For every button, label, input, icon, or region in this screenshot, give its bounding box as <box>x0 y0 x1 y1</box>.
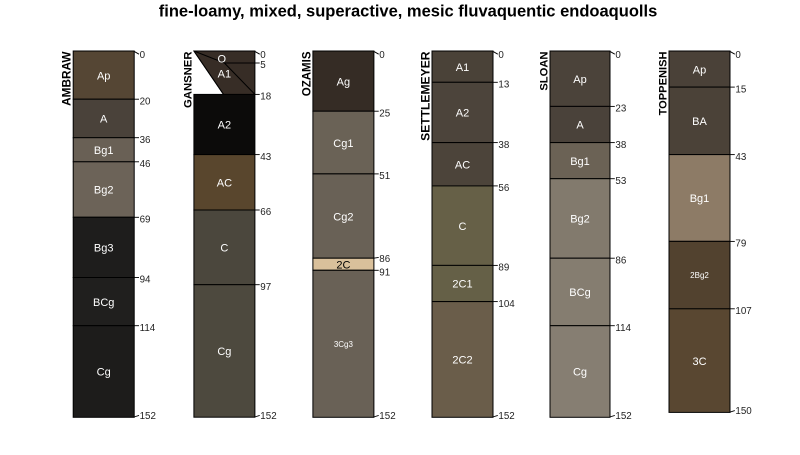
svg-text:C: C <box>459 221 467 233</box>
svg-text:152: 152 <box>615 411 631 422</box>
svg-text:Cg: Cg <box>217 346 231 358</box>
svg-text:3Cg3: 3Cg3 <box>334 340 354 349</box>
svg-text:Cg1: Cg1 <box>333 138 353 150</box>
svg-text:2C2: 2C2 <box>452 355 472 367</box>
svg-text:AMBRAW: AMBRAW <box>60 51 74 106</box>
svg-text:114: 114 <box>140 323 156 334</box>
svg-text:Cg: Cg <box>97 367 111 379</box>
svg-text:A1: A1 <box>456 62 469 74</box>
svg-text:114: 114 <box>615 323 631 334</box>
svg-text:46: 46 <box>140 159 151 170</box>
svg-text:A: A <box>100 114 108 126</box>
svg-text:BCg: BCg <box>93 297 114 309</box>
svg-text:3C: 3C <box>692 356 706 368</box>
svg-text:152: 152 <box>498 411 514 422</box>
svg-text:20: 20 <box>140 96 151 107</box>
svg-text:Ap: Ap <box>573 74 586 86</box>
svg-text:2C1: 2C1 <box>452 279 472 291</box>
svg-text:Cg: Cg <box>573 367 587 379</box>
svg-text:56: 56 <box>498 183 509 194</box>
svg-text:15: 15 <box>735 84 746 95</box>
svg-text:A: A <box>576 120 584 132</box>
svg-text:Ap: Ap <box>693 64 706 76</box>
svg-text:152: 152 <box>379 411 395 422</box>
svg-text:25: 25 <box>379 108 390 119</box>
svg-text:23: 23 <box>615 104 626 115</box>
svg-text:SETTLEMEYER: SETTLEMEYER <box>419 51 433 141</box>
svg-text:Bg1: Bg1 <box>690 193 710 205</box>
svg-text:89: 89 <box>498 263 509 274</box>
svg-text:fine-loamy, mixed, superactive: fine-loamy, mixed, superactive, mesic fl… <box>159 2 658 20</box>
svg-text:0: 0 <box>615 50 621 61</box>
svg-text:TOPPENISH: TOPPENISH <box>658 52 670 116</box>
svg-text:GANSNER: GANSNER <box>182 52 194 109</box>
svg-text:BCg: BCg <box>569 287 590 299</box>
svg-text:66: 66 <box>260 207 271 218</box>
svg-text:A2: A2 <box>456 108 469 120</box>
svg-text:2Bg2: 2Bg2 <box>690 271 709 280</box>
svg-text:AC: AC <box>217 178 232 190</box>
svg-text:150: 150 <box>735 406 752 417</box>
svg-text:18: 18 <box>260 92 271 103</box>
svg-text:97: 97 <box>260 282 271 293</box>
svg-text:152: 152 <box>260 411 276 422</box>
svg-text:86: 86 <box>615 255 626 266</box>
svg-text:0: 0 <box>498 50 504 61</box>
svg-text:104: 104 <box>498 299 515 310</box>
svg-text:79: 79 <box>735 239 746 250</box>
svg-text:5: 5 <box>260 60 266 71</box>
svg-text:Bg2: Bg2 <box>94 185 114 197</box>
svg-text:43: 43 <box>735 152 746 163</box>
svg-text:0: 0 <box>260 50 266 61</box>
svg-text:0: 0 <box>735 50 741 61</box>
svg-text:A2: A2 <box>218 120 231 132</box>
svg-text:Bg3: Bg3 <box>94 243 114 255</box>
svg-text:69: 69 <box>140 215 151 226</box>
svg-text:13: 13 <box>498 80 509 91</box>
svg-text:0: 0 <box>379 50 385 61</box>
svg-text:OZAMIS: OZAMIS <box>301 51 313 96</box>
svg-text:Ag: Ag <box>337 76 350 88</box>
svg-text:152: 152 <box>140 411 156 422</box>
svg-text:Cg2: Cg2 <box>333 211 353 223</box>
svg-text:107: 107 <box>735 306 751 317</box>
svg-text:86: 86 <box>379 254 390 265</box>
svg-text:O: O <box>218 53 227 65</box>
svg-text:Bg2: Bg2 <box>570 214 590 226</box>
svg-text:SLOAN: SLOAN <box>539 52 551 91</box>
svg-text:2C: 2C <box>336 259 350 271</box>
svg-text:91: 91 <box>379 268 390 279</box>
svg-text:94: 94 <box>140 275 151 286</box>
svg-text:AC: AC <box>455 159 470 171</box>
svg-text:38: 38 <box>498 140 509 151</box>
svg-text:BA: BA <box>692 116 707 128</box>
svg-text:Bg1: Bg1 <box>94 145 114 157</box>
svg-text:53: 53 <box>615 176 626 187</box>
svg-text:C: C <box>220 243 228 255</box>
svg-text:43: 43 <box>260 152 271 163</box>
svg-text:Ap: Ap <box>97 70 110 82</box>
svg-text:A1: A1 <box>218 68 231 80</box>
svg-text:0: 0 <box>140 50 146 61</box>
svg-text:51: 51 <box>379 171 390 182</box>
svg-text:36: 36 <box>140 135 151 146</box>
svg-text:Bg1: Bg1 <box>570 156 590 168</box>
svg-text:38: 38 <box>615 140 626 151</box>
